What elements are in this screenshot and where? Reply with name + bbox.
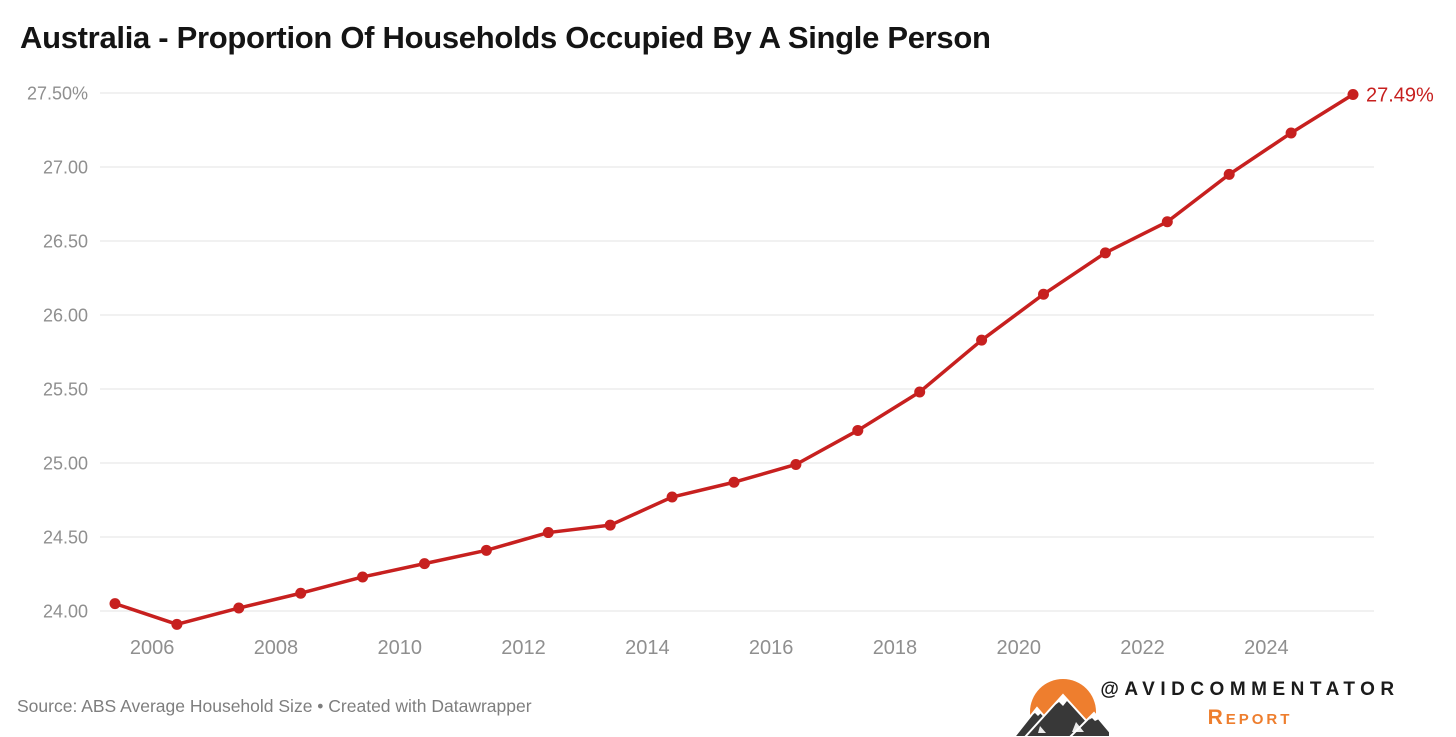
- brand-block: @AVIDCOMMENTATOR Report: [1005, 668, 1456, 737]
- end-value-label: 27.49%: [1366, 84, 1434, 106]
- data-point[interactable]: [171, 618, 183, 630]
- data-point[interactable]: [790, 458, 802, 470]
- x-axis-tick-label: 2010: [377, 637, 422, 659]
- y-axis-tick-label: 24.00: [43, 602, 88, 622]
- x-axis-tick-label: 2024: [1244, 637, 1289, 659]
- data-point[interactable]: [728, 476, 740, 488]
- data-point[interactable]: [1223, 168, 1235, 180]
- data-point[interactable]: [852, 424, 864, 436]
- data-point[interactable]: [357, 571, 369, 583]
- chart-title: Australia - Proportion Of Households Occ…: [20, 20, 991, 55]
- data-point[interactable]: [914, 386, 926, 398]
- data-point[interactable]: [1099, 247, 1111, 259]
- x-axis-tick-label: 2018: [873, 637, 918, 659]
- brand-handle: @AVIDCOMMENTATOR: [1100, 679, 1400, 700]
- y-axis-tick-label: 27.00: [43, 158, 88, 178]
- data-point[interactable]: [480, 544, 492, 556]
- data-point[interactable]: [419, 558, 430, 570]
- x-axis-tick-label: 2022: [1120, 637, 1165, 659]
- x-axis-tick-label: 2016: [749, 637, 794, 659]
- data-point[interactable]: [109, 598, 121, 610]
- x-axis-tick-label: 2014: [625, 637, 670, 659]
- brand-subtitle: Report: [1207, 706, 1293, 729]
- y-axis-tick-label: 26.00: [43, 306, 88, 326]
- data-series-line: [113, 92, 1355, 627]
- data-point[interactable]: [1038, 288, 1049, 300]
- x-axis-tick-label: 2008: [254, 637, 299, 659]
- data-point[interactable]: [604, 519, 616, 531]
- y-axis-tick-label: 25.50: [43, 380, 88, 400]
- x-axis-tick-label: 2020: [996, 637, 1041, 659]
- x-axis-tick-label: 2012: [501, 637, 546, 659]
- data-point[interactable]: [295, 587, 307, 599]
- y-axis-tick-label: 25.00: [43, 454, 88, 474]
- data-point[interactable]: [976, 334, 988, 346]
- data-point[interactable]: [542, 527, 554, 539]
- data-point[interactable]: [666, 491, 678, 503]
- source-attribution: Source: ABS Average Household Size • Cre…: [17, 696, 532, 716]
- y-axis-tick-label: 24.50: [43, 528, 88, 548]
- data-point[interactable]: [1161, 216, 1173, 228]
- data-point[interactable]: [1285, 127, 1297, 139]
- data-point[interactable]: [1347, 88, 1359, 100]
- y-axis-tick-label: 26.50: [43, 232, 88, 252]
- y-axis-tick-label: 27.50%: [27, 84, 88, 104]
- mountain-sun-logo-icon: [1012, 679, 1110, 737]
- data-point[interactable]: [233, 602, 245, 614]
- x-axis-tick-label: 2006: [130, 637, 175, 659]
